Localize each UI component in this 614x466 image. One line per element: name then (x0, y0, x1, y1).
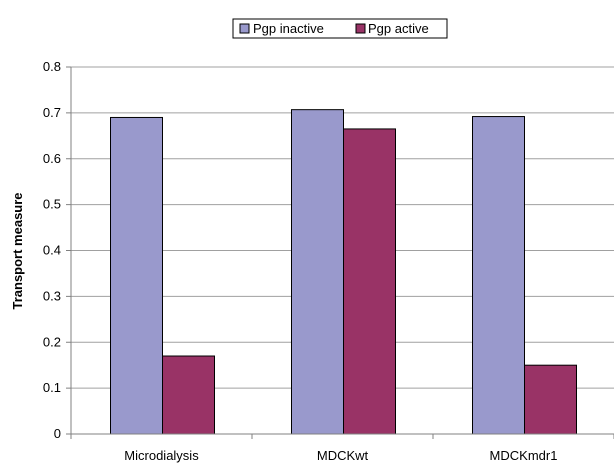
bar-pgp-active-mdckwt (343, 128, 396, 435)
bar-pgp-inactive-mdckwt (291, 109, 344, 435)
y-tick-label: 0.3 (43, 288, 61, 303)
y-tick-label: 0.6 (43, 151, 61, 166)
y-tick-label: 0.5 (43, 197, 61, 212)
bars (110, 109, 577, 435)
legend-label-pgp-active: Pgp active (368, 21, 429, 36)
y-tick-label: 0.1 (43, 380, 61, 395)
bar-pgp-active-mdckmdr1 (524, 364, 577, 435)
y-tick-label: 0.8 (43, 59, 61, 74)
bar-pgp-inactive-microdialysis (110, 116, 163, 435)
y-tick-label: 0.2 (43, 334, 61, 349)
legend-frame (232, 18, 448, 39)
y-axis-label: Transport measure (10, 192, 25, 309)
y-tick-label: 0.7 (43, 105, 61, 120)
x-tick-label: MDCKmdr1 (490, 448, 558, 463)
legend: Pgp inactive Pgp active (232, 18, 448, 39)
bar-pgp-inactive-mdckmdr1 (472, 116, 525, 435)
axes (66, 66, 614, 439)
y-tick-label: 0 (54, 426, 61, 441)
x-tick-label: Microdialysis (124, 448, 199, 463)
legend-swatch-pgp-active (355, 23, 366, 34)
y-tick-labels: 0 0.1 0.2 0.3 0.4 0.5 0.6 0.7 0.8 (43, 59, 61, 441)
x-tick-label: MDCKwt (317, 448, 369, 463)
legend-swatch-pgp-inactive (239, 23, 250, 34)
legend-label-pgp-inactive: Pgp inactive (253, 21, 324, 36)
x-tick-labels: Microdialysis MDCKwt MDCKmdr1 (124, 448, 557, 463)
bar-pgp-active-microdialysis (162, 355, 215, 435)
y-tick-label: 0.4 (43, 243, 61, 258)
